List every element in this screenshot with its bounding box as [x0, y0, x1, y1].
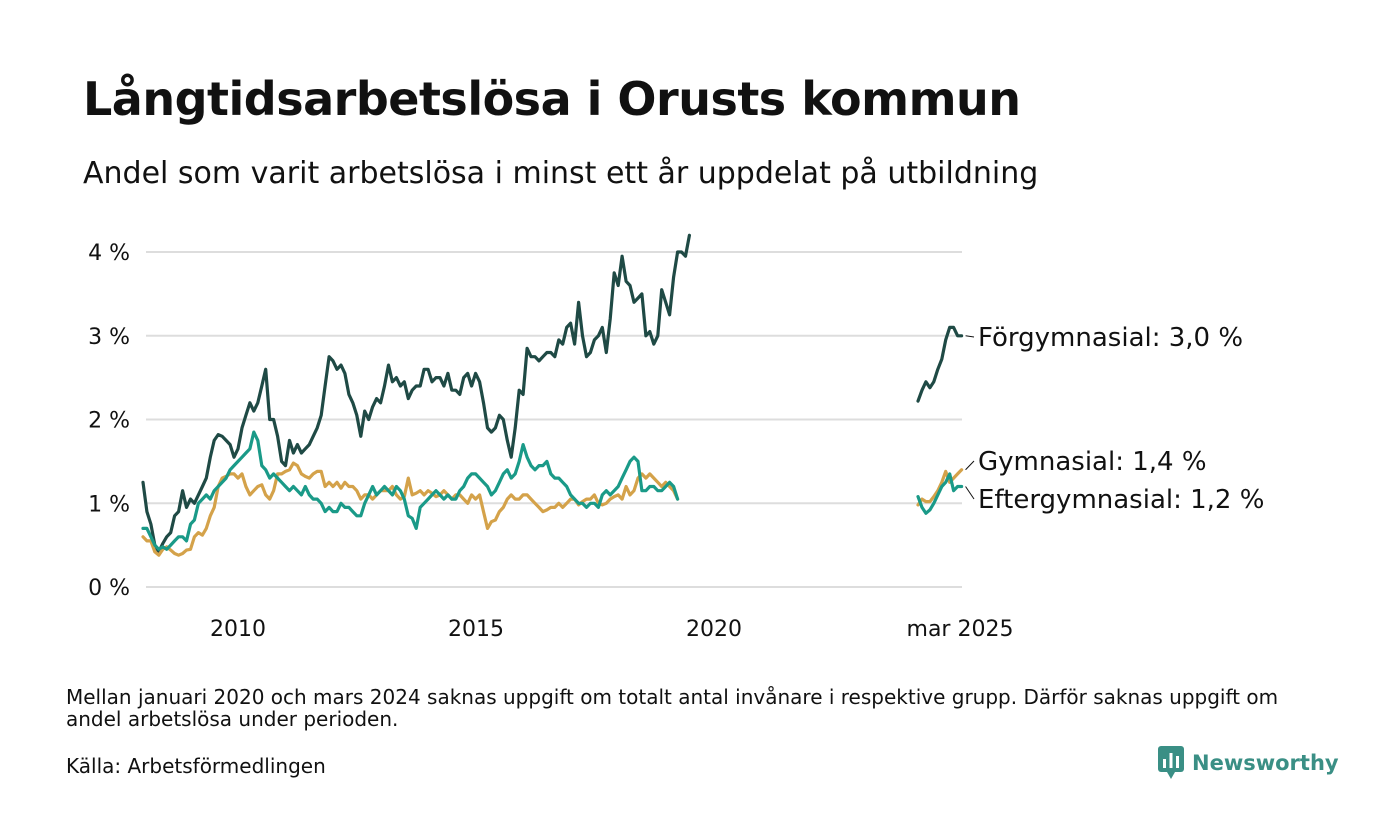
series-label-gymnasial: Gymnasial: 1,4 % [978, 447, 1207, 477]
y-tick-label: 3 % [88, 325, 130, 350]
series-line-gymnasial [141, 461, 680, 557]
brand-logo: Newsworthy [1158, 746, 1339, 780]
y-tick-label: 0 % [88, 576, 130, 601]
series-line-gymnasial [916, 468, 964, 507]
x-tick-label: 2015 [448, 617, 504, 642]
y-tick-label: 4 % [88, 241, 130, 266]
leader-line-eftergymnasial [965, 486, 975, 500]
series-line-förgymnasial [916, 325, 964, 403]
brand-name: Newsworthy [1192, 751, 1339, 775]
x-tick-label: mar 2025 [907, 617, 1014, 642]
y-tick-label: 2 % [88, 409, 130, 434]
leader-line-förgymnasial [965, 335, 975, 338]
chart-subtitle: Andel som varit arbetslösa i minst ett å… [83, 156, 1039, 191]
x-tick-label: 2010 [210, 617, 266, 642]
series-line-eftergymnasial [916, 472, 964, 515]
footnote: Mellan januari 2020 och mars 2024 saknas… [66, 685, 1279, 731]
y-tick-label: 1 % [88, 492, 130, 517]
series-line-förgymnasial [141, 233, 692, 554]
series-label-förgymnasial: Förgymnasial: 3,0 % [978, 323, 1243, 353]
source-text: Källa: Arbetsförmedlingen [66, 754, 326, 778]
x-tick-label: 2020 [686, 617, 742, 642]
newsworthy-logo-icon [1158, 746, 1184, 779]
series-line-eftergymnasial [141, 430, 680, 551]
leader-line-gymnasial [965, 460, 975, 471]
series-label-eftergymnasial: Eftergymnasial: 1,2 % [978, 485, 1264, 515]
chart-title: Långtidsarbetslösa i Orusts kommun [83, 72, 1021, 126]
